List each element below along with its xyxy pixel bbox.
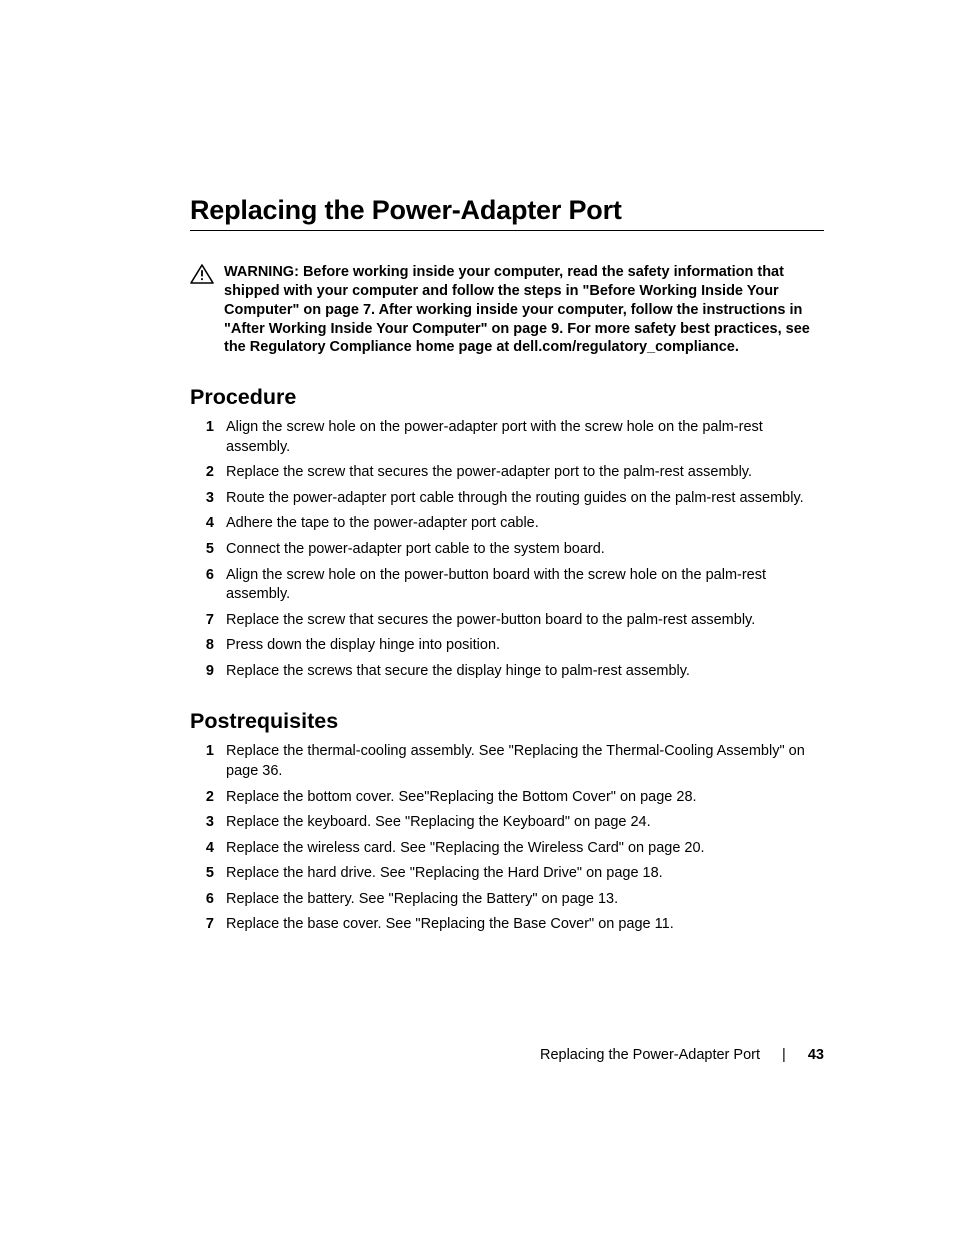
item-number: 4 [190, 514, 214, 534]
warning-body: Before working inside your computer, rea… [224, 264, 810, 355]
warning-triangle-icon [190, 264, 214, 289]
item-number: 2 [190, 463, 214, 483]
item-number: 9 [190, 662, 214, 682]
section-heading-postrequisites: Postrequisites [190, 709, 824, 734]
list-item: 9 Replace the screws that secure the disp… [190, 662, 824, 682]
title-rule [190, 230, 824, 231]
item-text: Replace the keyboard. See "Replacing the… [226, 813, 824, 833]
list-item: 1 Align the screw hole on the power-adapt… [190, 418, 824, 457]
list-item: 7 Replace the screw that secures the powe… [190, 611, 824, 631]
item-number: 7 [190, 611, 214, 631]
list-item: 6 Replace the battery. See "Replacing the… [190, 890, 824, 910]
item-text: Replace the wireless card. See "Replacin… [226, 839, 824, 859]
document-page: Replacing the Power-Adapter Port WARNING… [0, 0, 954, 1235]
footer-page-number: 43 [808, 1047, 824, 1063]
list-item: 6 Align the screw hole on the power-butto… [190, 566, 824, 605]
item-number: 7 [190, 915, 214, 935]
item-number: 1 [190, 418, 214, 438]
item-text: Press down the display hinge into positi… [226, 636, 824, 656]
item-text: Replace the screws that secure the displ… [226, 662, 824, 682]
list-item: 3 Replace the keyboard. See "Replacing th… [190, 813, 824, 833]
list-item: 4 Replace the wireless card. See "Replaci… [190, 839, 824, 859]
item-text: Align the screw hole on the power-button… [226, 566, 824, 605]
item-number: 2 [190, 788, 214, 808]
item-number: 3 [190, 489, 214, 509]
item-text: Replace the hard drive. See "Replacing t… [226, 864, 824, 884]
warning-block: WARNING: Before working inside your comp… [190, 263, 824, 357]
list-item: 8 Press down the display hinge into posit… [190, 636, 824, 656]
list-item: 2 Replace the screw that secures the powe… [190, 463, 824, 483]
item-number: 1 [190, 742, 214, 762]
footer-separator: | [782, 1047, 786, 1063]
item-number: 5 [190, 864, 214, 884]
footer-title: Replacing the Power-Adapter Port [540, 1047, 760, 1063]
warning-text: WARNING: Before working inside your comp… [224, 263, 824, 357]
item-number: 5 [190, 540, 214, 560]
item-text: Connect the power-adapter port cable to … [226, 540, 824, 560]
page-title: Replacing the Power-Adapter Port [190, 195, 824, 226]
list-item: 2 Replace the bottom cover. See"Replacing… [190, 788, 824, 808]
item-text: Replace the thermal-cooling assembly. Se… [226, 742, 824, 781]
item-number: 6 [190, 566, 214, 586]
list-item: 4 Adhere the tape to the power-adapter po… [190, 514, 824, 534]
item-text: Replace the screw that secures the power… [226, 463, 824, 483]
item-text: Route the power-adapter port cable throu… [226, 489, 824, 509]
list-item: 3 Route the power-adapter port cable thro… [190, 489, 824, 509]
item-number: 8 [190, 636, 214, 656]
page-footer: Replacing the Power-Adapter Port | 43 [540, 1047, 824, 1063]
list-item: 7 Replace the base cover. See "Replacing … [190, 915, 824, 935]
item-number: 6 [190, 890, 214, 910]
list-item: 1 Replace the thermal-cooling assembly. S… [190, 742, 824, 781]
item-number: 4 [190, 839, 214, 859]
postrequisites-list: 1 Replace the thermal-cooling assembly. S… [190, 742, 824, 935]
item-text: Replace the base cover. See "Replacing t… [226, 915, 824, 935]
item-text: Adhere the tape to the power-adapter por… [226, 514, 824, 534]
list-item: 5 Replace the hard drive. See "Replacing … [190, 864, 824, 884]
warning-label: WARNING: [224, 264, 299, 280]
item-text: Replace the screw that secures the power… [226, 611, 824, 631]
procedure-list: 1 Align the screw hole on the power-adapt… [190, 418, 824, 681]
item-text: Replace the bottom cover. See"Replacing … [226, 788, 824, 808]
item-text: Align the screw hole on the power-adapte… [226, 418, 824, 457]
section-heading-procedure: Procedure [190, 385, 824, 410]
list-item: 5 Connect the power-adapter port cable to… [190, 540, 824, 560]
item-number: 3 [190, 813, 214, 833]
item-text: Replace the battery. See "Replacing the … [226, 890, 824, 910]
